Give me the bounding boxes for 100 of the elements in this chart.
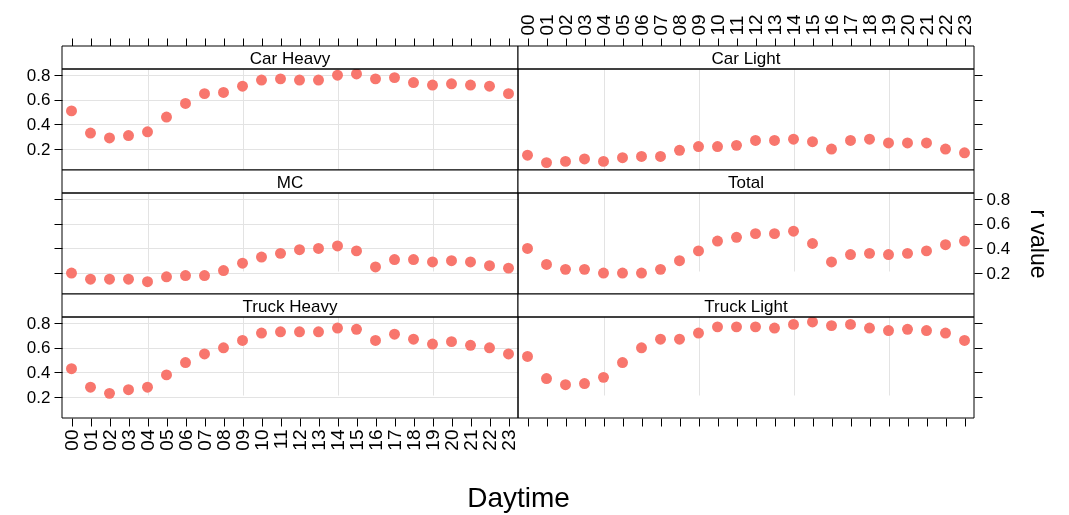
point [579,378,590,389]
x-tick-label: 08 [213,429,234,451]
point [389,254,400,265]
x-tick-label: 17 [840,14,861,36]
point [940,143,951,155]
point [370,261,381,273]
x-tick-label: 16 [365,429,386,451]
point [807,136,818,148]
x-tick-label: 23 [498,429,519,451]
point [750,228,761,240]
y-tick-label: 0.8 [26,65,51,85]
point [218,86,229,98]
x-tick-label: 22 [935,14,956,36]
point [655,263,666,275]
point [85,273,96,285]
point [845,134,856,146]
y-tick-label: 0.6 [26,90,51,110]
point [883,137,894,149]
point [199,270,210,281]
x-tick-label: 08 [669,14,690,36]
point [826,256,837,268]
x-tick-label: 22 [479,429,500,451]
point [807,316,818,328]
x-tick-label: 20 [897,14,918,36]
point [769,322,780,334]
point [712,141,723,153]
point [655,333,666,345]
x-tick-label: 11 [270,429,291,450]
point [883,249,894,261]
point [503,348,514,360]
point [693,245,704,257]
point [959,334,970,346]
point [85,127,96,139]
x-tick-label: 00 [61,429,82,451]
x-tick-label: 02 [99,429,120,451]
point [636,342,647,354]
point [636,150,647,162]
point [313,326,324,338]
point [66,267,77,279]
point [104,387,115,399]
point [237,334,248,346]
point [693,141,704,153]
point [921,137,932,149]
y-tick-label: 0.4 [26,362,51,382]
point [408,77,419,89]
x-tick-label: 06 [175,429,196,451]
point [275,247,286,259]
point [712,321,723,333]
point [256,327,267,339]
y-axis-title: r value [1026,209,1053,279]
x-tick-label: 06 [631,14,652,36]
y-tick-label: 0.8 [986,189,1011,209]
x-tick-label: 15 [802,14,823,36]
point [560,155,571,167]
point [845,249,856,261]
x-tick-label: 19 [422,429,443,451]
x-tick-label: 11 [726,15,747,36]
x-tick-label: 14 [327,429,348,451]
point [826,320,837,332]
point [598,267,609,279]
point [902,247,913,259]
point [503,88,514,100]
x-tick-label: 03 [574,14,595,36]
point [446,336,457,348]
point [788,133,799,145]
point [522,350,533,362]
x-tick-label: 10 [251,429,272,451]
point [104,273,115,285]
point [902,323,913,335]
x-tick-label: 23 [954,14,975,36]
point [940,327,951,339]
point [579,263,590,275]
chart-title: Truck Light [704,296,788,316]
point [427,79,438,91]
x-tick-label: 12 [745,14,766,36]
point [522,242,533,254]
point [864,247,875,259]
point [788,318,799,330]
point [484,342,495,354]
point [389,328,400,340]
point [104,132,115,144]
point [959,235,970,247]
point [655,150,666,162]
point [864,133,875,145]
point [142,381,153,393]
point [218,342,229,354]
x-axis-title: Daytime [467,481,570,513]
point [256,251,267,263]
point [484,260,495,272]
point [237,80,248,92]
point [408,254,419,265]
point [750,134,761,146]
point [370,334,381,346]
point [123,130,134,141]
point [503,262,514,274]
x-tick-label: 07 [194,429,215,451]
point [826,143,837,155]
point [66,105,77,117]
point [617,267,628,279]
point [769,228,780,240]
